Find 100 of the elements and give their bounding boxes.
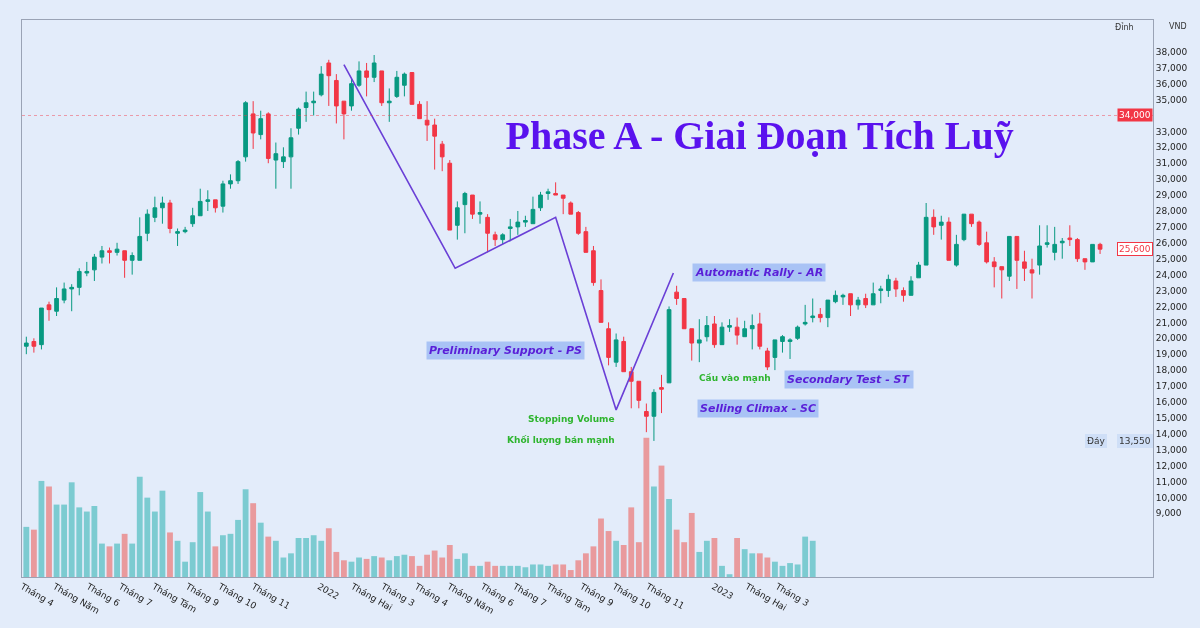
bar <box>114 543 120 577</box>
candlestick <box>129 251 135 276</box>
bar <box>167 532 173 577</box>
candlestick <box>583 226 589 253</box>
candlestick <box>31 337 37 354</box>
bar <box>688 512 695 577</box>
candlestick <box>311 91 317 116</box>
bar <box>598 518 604 577</box>
candlestick <box>349 78 354 112</box>
bar <box>220 535 226 577</box>
annotation: Selling Climax - SC <box>700 402 817 415</box>
annotation: 25,600 <box>1119 244 1151 254</box>
y-tick-label: 38,000 <box>1155 46 1188 57</box>
candlestick <box>99 245 105 264</box>
candlestick <box>961 213 967 242</box>
bar <box>272 540 279 577</box>
bar <box>182 561 189 577</box>
bar <box>378 557 385 577</box>
bar <box>151 511 158 577</box>
candlestick <box>704 315 710 342</box>
line-series <box>343 63 675 411</box>
candlestick <box>787 337 793 360</box>
y-tick-label: 23,000 <box>1155 285 1188 296</box>
candlestick <box>213 199 218 214</box>
bar <box>257 522 264 577</box>
candlestick <box>644 403 649 433</box>
candlestick <box>303 91 309 123</box>
bar <box>363 558 370 577</box>
annotation: 13,550 <box>1119 436 1151 446</box>
candlestick <box>636 380 642 409</box>
candlestick <box>92 253 97 282</box>
candlestick <box>258 110 264 140</box>
candlestick <box>394 70 400 99</box>
candlestick <box>175 227 180 247</box>
candlestick <box>107 247 112 264</box>
candlestick <box>893 277 899 298</box>
annotation: Secondary Test - ST <box>787 373 911 386</box>
candlestick <box>689 328 695 362</box>
candlestick <box>878 285 884 304</box>
candlestick <box>651 388 657 442</box>
y-axis-title: VND <box>1169 22 1187 31</box>
candlestick <box>1097 242 1103 255</box>
y-tick-label: 11,000 <box>1155 476 1188 487</box>
y-tick-label: 28,000 <box>1155 206 1188 217</box>
y-tick-label: 25,000 <box>1155 253 1188 264</box>
y-tick-label: 29,000 <box>1155 190 1188 201</box>
candlestick <box>1052 226 1058 261</box>
bar <box>204 511 211 577</box>
candlestick <box>341 100 347 140</box>
candlestick <box>46 301 52 322</box>
candlestick <box>122 250 127 279</box>
candlestick <box>76 267 82 296</box>
candlestick <box>923 202 929 266</box>
candlestick <box>954 234 959 268</box>
candlestick <box>462 191 468 234</box>
candlestick <box>931 208 937 236</box>
candlestick <box>523 215 528 228</box>
candlestick <box>515 210 521 236</box>
candlestick <box>1022 250 1027 282</box>
candlestick <box>1029 258 1035 299</box>
bar <box>454 558 461 577</box>
y-tick-label: 10,000 <box>1155 492 1188 503</box>
candlestick <box>870 282 876 306</box>
candlestick <box>318 65 324 97</box>
candlestick <box>696 318 702 363</box>
candlestick <box>530 196 536 225</box>
candlestick <box>220 180 226 214</box>
candlestick <box>727 318 732 333</box>
candlestick <box>560 194 566 215</box>
candlestick <box>235 159 241 185</box>
y-tick-label: 35,000 <box>1155 94 1188 105</box>
bar <box>371 556 378 577</box>
candlestick <box>802 304 808 327</box>
candlestick <box>825 299 831 328</box>
candlestick <box>356 60 362 88</box>
y-tick-label: 32,000 <box>1155 142 1188 153</box>
candlestick <box>863 293 869 309</box>
candlestick <box>810 298 816 323</box>
y-tick-label: 26,000 <box>1155 237 1188 248</box>
bar <box>613 540 620 577</box>
annotation: Preliminary Support - PS <box>429 344 583 357</box>
bar <box>265 536 272 577</box>
candlestick <box>598 278 604 323</box>
candlestick <box>144 208 150 242</box>
candlestick <box>507 218 513 242</box>
annotation: Đáy <box>1087 436 1106 446</box>
candlestick <box>23 336 29 355</box>
candlestick <box>243 100 248 163</box>
candlestick <box>1067 224 1073 247</box>
bar <box>242 489 249 577</box>
bar <box>129 543 136 577</box>
bar <box>726 574 733 577</box>
candlestick <box>69 283 75 312</box>
candlestick <box>84 261 90 277</box>
candlestick <box>545 188 551 201</box>
bar <box>386 560 393 577</box>
candlestick <box>742 320 748 338</box>
candlestick <box>379 70 385 107</box>
annotation: Automatic Rally - AR <box>695 266 824 279</box>
candlestick <box>492 231 498 247</box>
